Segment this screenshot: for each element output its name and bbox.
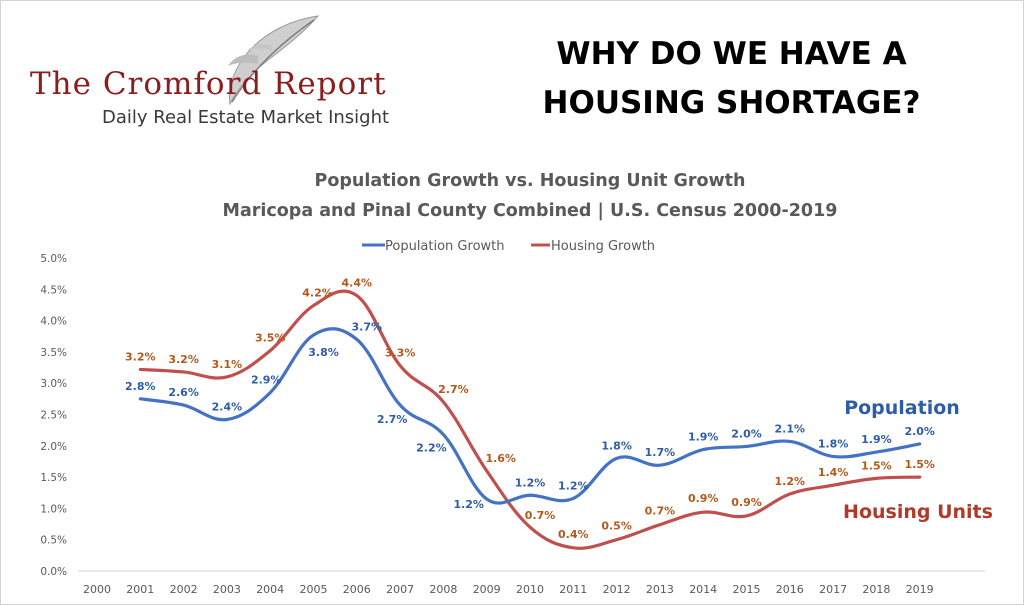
x-tick-label: 2018: [862, 583, 890, 596]
data-label-housing: 1.4%: [818, 466, 849, 479]
x-tick-label: 2008: [429, 583, 457, 596]
data-label-housing: 0.5%: [601, 520, 632, 533]
y-tick-label: 5.0%: [40, 253, 67, 265]
series-line-housing: [138, 289, 922, 550]
data-label-housing: 3.1%: [212, 358, 243, 371]
x-tick-label: 2005: [300, 583, 328, 596]
chart-title: Population Growth vs. Housing Unit Growt…: [314, 171, 746, 191]
x-tick-label: 2000: [83, 583, 111, 596]
data-label-housing: 0.7%: [645, 505, 676, 518]
x-tick-label: 2002: [170, 583, 198, 596]
y-tick-label: 3.0%: [40, 378, 67, 390]
x-tick-label: 2009: [473, 583, 501, 596]
x-tick-label: 2006: [343, 583, 371, 596]
data-label-housing: 3.2%: [168, 353, 199, 366]
series-line-population: [138, 327, 922, 505]
x-tick-label: 2015: [733, 583, 761, 596]
headline-line-1: WHY DO WE HAVE A: [556, 36, 907, 72]
data-label-housing: 1.5%: [861, 459, 892, 472]
x-tick-label: 2001: [126, 583, 154, 596]
data-label-housing: 4.4%: [342, 277, 373, 290]
brand-tagline: Daily Real Estate Market Insight: [102, 107, 390, 128]
data-label-housing: 4.2%: [302, 287, 333, 300]
legend-label-housing: Housing Growth: [551, 239, 655, 254]
data-label-population: 1.8%: [818, 437, 849, 450]
x-tick-label: 2013: [646, 583, 674, 596]
data-label-population: 2.0%: [731, 427, 762, 440]
data-label-housing: 0.9%: [688, 492, 719, 505]
x-tick-label: 2017: [819, 583, 847, 596]
data-label-population: 1.9%: [861, 433, 892, 446]
y-tick-label: 0.5%: [40, 535, 67, 547]
headline: WHY DO WE HAVE A HOUSING SHORTAGE?: [484, 30, 979, 128]
y-tick-label: 4.5%: [40, 284, 67, 296]
data-label-population: 2.2%: [416, 442, 447, 455]
y-tick-label: 0.0%: [40, 566, 67, 578]
data-label-housing: 0.7%: [525, 509, 556, 522]
data-label-population: 2.8%: [125, 380, 156, 393]
data-label-population: 1.9%: [688, 431, 719, 444]
headline-line-2: HOUSING SHORTAGE?: [542, 85, 921, 121]
x-tick-label: 2012: [603, 583, 631, 596]
data-label-population: 2.0%: [904, 425, 935, 438]
data-label-housing: 2.7%: [438, 383, 469, 396]
x-tick-label: 2016: [776, 583, 804, 596]
x-tick-label: 2007: [386, 583, 414, 596]
data-label-population: 2.1%: [775, 422, 806, 435]
y-tick-label: 2.5%: [40, 410, 67, 422]
data-label-housing: 1.5%: [904, 458, 935, 471]
x-tick-label: 2010: [516, 583, 544, 596]
x-tick-label: 2003: [213, 583, 241, 596]
data-label-housing: 0.4%: [558, 528, 589, 541]
data-label-population: 2.6%: [168, 386, 199, 399]
y-tick-label: 2.0%: [40, 441, 67, 453]
data-label-housing: 0.9%: [731, 496, 762, 509]
data-label-housing: 1.6%: [485, 452, 516, 465]
y-tick-label: 1.0%: [40, 503, 67, 515]
data-label-population: 1.7%: [645, 446, 676, 459]
data-label-population: 1.2%: [515, 476, 546, 489]
chart-subtitle: Maricopa and Pinal County Combined | U.S…: [222, 201, 838, 221]
y-tick-label: 1.5%: [40, 472, 67, 484]
data-label-population: 2.4%: [212, 401, 243, 414]
data-label-population: 1.2%: [558, 479, 589, 492]
data-label-population: 2.7%: [377, 413, 408, 426]
cromford-logo: The Cromford Report Daily Real Estate Ma…: [28, 12, 468, 130]
brand-name: The Cromford Report: [30, 66, 387, 102]
y-tick-label: 3.5%: [40, 347, 67, 359]
data-label-housing: 3.3%: [385, 347, 416, 360]
data-label-population: 1.2%: [453, 498, 484, 511]
annotation-housing-units: Housing Units: [843, 501, 993, 523]
legend-label-population: Population Growth: [385, 239, 505, 254]
quill-feather-icon: [228, 15, 320, 106]
x-tick-label: 2011: [559, 583, 587, 596]
x-tick-label: 2019: [906, 583, 934, 596]
data-label-population: 3.8%: [308, 346, 339, 359]
data-label-population: 1.8%: [601, 439, 632, 452]
data-label-population: 2.9%: [251, 374, 282, 387]
y-tick-label: 4.0%: [40, 316, 67, 328]
data-label-housing: 3.2%: [125, 350, 156, 363]
data-label-housing: 3.5%: [255, 332, 286, 345]
x-tick-label: 2014: [689, 583, 717, 596]
x-tick-label: 2004: [256, 583, 284, 596]
annotation-population: Population: [844, 397, 960, 419]
data-label-population: 3.7%: [352, 320, 383, 333]
data-label-housing: 1.2%: [775, 475, 806, 488]
